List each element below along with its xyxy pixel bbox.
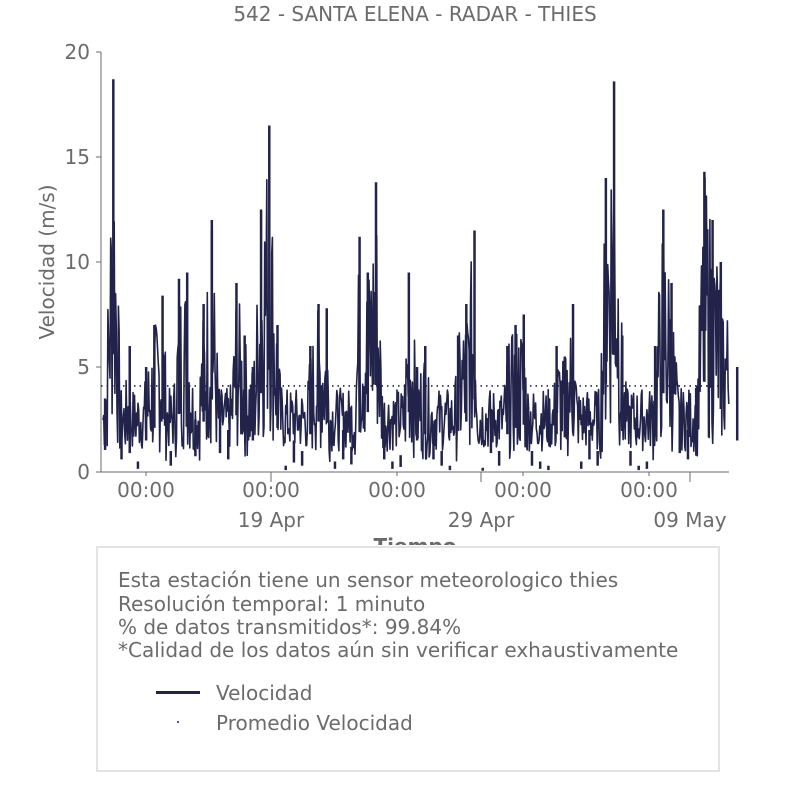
chart-title: 542 - SANTA ELENA - RADAR - THIES — [233, 2, 596, 26]
x-minor-tick-label: 00:00 — [620, 478, 678, 502]
x-minor-tick-label: 00:00 — [494, 478, 552, 502]
x-axis-label: Tiempo — [374, 534, 457, 545]
info-box: Esta estación tiene un sensor meteorolog… — [96, 546, 720, 772]
x-minor-tick-label: 00:00 — [368, 478, 426, 502]
legend-marker-promedio — [177, 721, 179, 723]
x-major-tick-label: 29 Apr — [448, 508, 515, 532]
legend-label-velocidad: Velocidad — [216, 681, 313, 705]
info-quality-note: *Calidad de los datos aún sin verificar … — [118, 638, 679, 662]
chart-svg: 542 - SANTA ELENA - RADAR - THIES 0 5 10 15… — [35, 2, 739, 545]
y-tick-label: 10 — [65, 250, 90, 274]
info-resolution-text: Resolución temporal: 1 minuto — [118, 592, 426, 616]
y-tick-label: 5 — [77, 355, 90, 379]
y-tick-label: 20 — [65, 40, 90, 64]
y-tick-label: 0 — [77, 460, 90, 484]
x-minor-tick-label: 00:00 — [117, 478, 175, 502]
x-major-tick-label: 09 May — [653, 508, 726, 532]
info-transmitted-text: % de datos transmitidos*: 99.84% — [118, 615, 462, 639]
info-sensor-text: Esta estación tiene un sensor meteorolog… — [118, 568, 619, 592]
legend-line-velocidad — [156, 691, 200, 694]
x-major-tick-label: 19 Apr — [238, 508, 305, 532]
y-axis-label: Velocidad (m/s) — [35, 184, 59, 339]
y-tick-label: 15 — [65, 145, 90, 169]
legend-label-promedio: Promedio Velocidad — [216, 711, 413, 735]
